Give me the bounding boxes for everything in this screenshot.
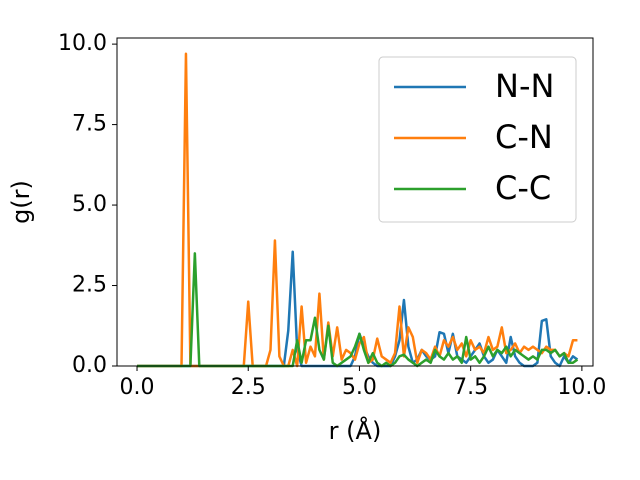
plot-frame	[116, 37, 594, 367]
y-tick-label: 10.0	[58, 31, 107, 56]
x-tick-label: 0.0	[120, 375, 155, 400]
legend-label: N-N	[495, 67, 554, 105]
legend-box	[378, 56, 577, 223]
legend-label: C-N	[495, 118, 553, 156]
y-axis-label: g(r)	[7, 180, 35, 224]
y-tick-label: 2.5	[72, 273, 107, 298]
legend: N-N C-N C-C	[378, 56, 577, 223]
x-axis-label: r (Å)	[329, 416, 382, 445]
y-tick-label: 7.5	[72, 112, 107, 137]
x-tick-label: 5.0	[342, 375, 377, 400]
x-tick-label: 10.0	[557, 375, 606, 400]
x-tick-label: 2.5	[231, 375, 266, 400]
legend-label: C-C	[495, 169, 551, 207]
y-tick-label: 0.0	[72, 353, 107, 378]
x-tick-label: 7.5	[453, 375, 488, 400]
y-tick-label: 5.0	[72, 192, 107, 217]
